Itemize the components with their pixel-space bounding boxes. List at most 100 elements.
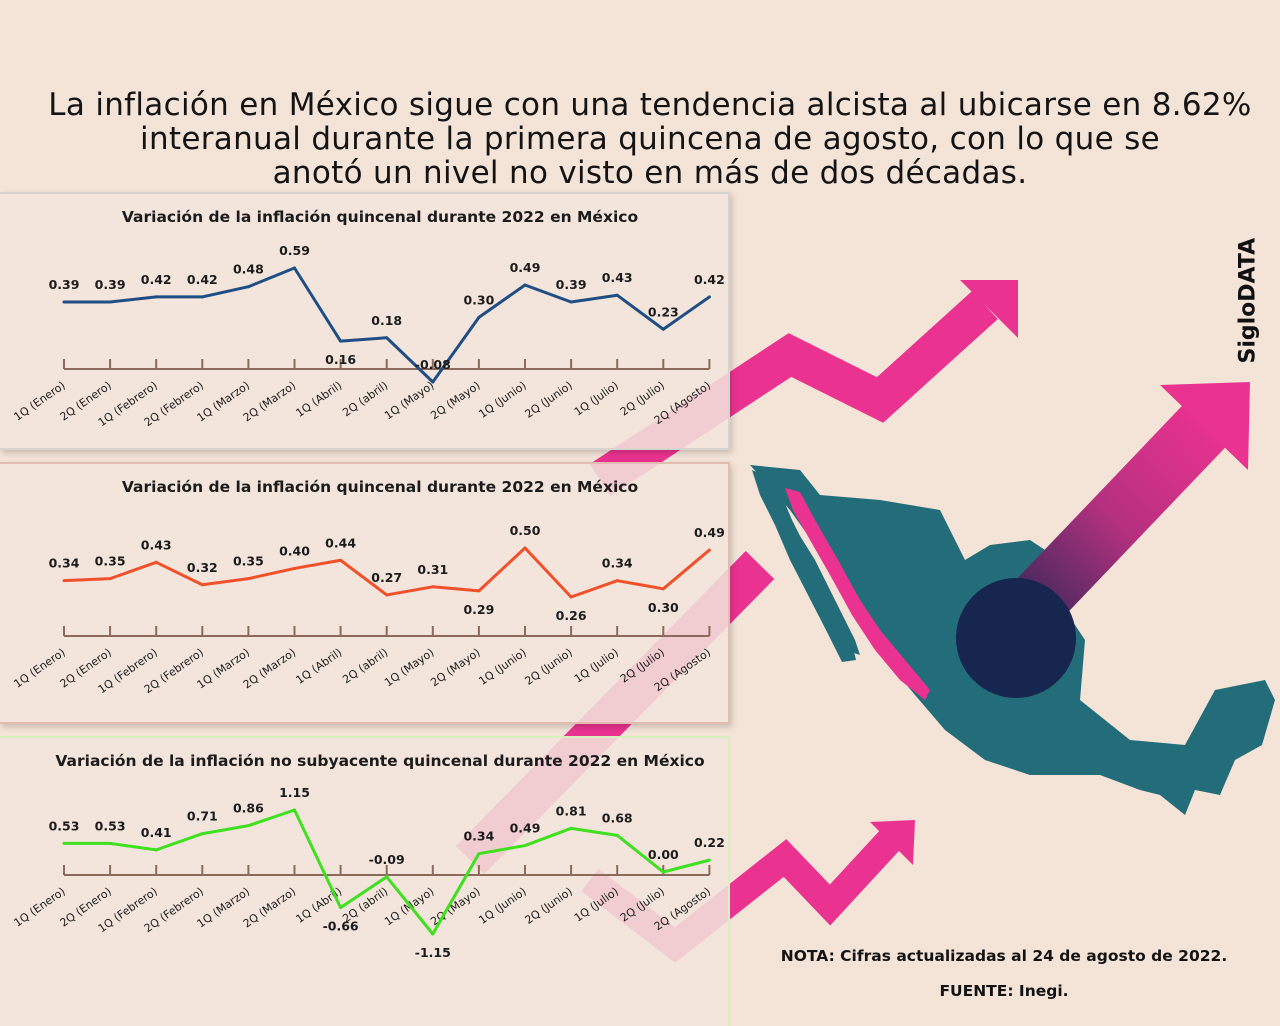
data-label: 0.26 (556, 608, 587, 623)
data-label: 0.34 (49, 556, 80, 571)
x-tick-label: 1Q (Abril) (294, 379, 345, 420)
data-label: 0.00 (648, 847, 679, 862)
x-tick-label: 1Q (Junio) (476, 885, 528, 927)
note-text: NOTA: Cifras actualizadas al 24 de agost… (780, 947, 1228, 965)
data-point (246, 824, 250, 828)
data-point (339, 906, 343, 910)
data-label: 0.34 (602, 556, 633, 571)
data-point (154, 295, 158, 299)
x-tick-label: 2Q (Mayo) (428, 379, 482, 422)
data-point (62, 841, 66, 845)
chart-title: Variación de la inflación quincenal dura… (122, 478, 638, 496)
data-point (569, 826, 573, 830)
data-label: 0.41 (141, 825, 172, 840)
data-point (246, 577, 250, 581)
data-label: 0.42 (694, 272, 725, 287)
data-label: 0.86 (233, 801, 264, 816)
x-tick-label: 2Q (Junio) (523, 646, 575, 688)
data-point (615, 293, 619, 297)
data-label: 0.30 (463, 292, 494, 307)
data-point (385, 336, 389, 340)
data-label: 0.50 (510, 523, 541, 538)
data-label: 0.44 (325, 535, 356, 550)
highlighted-region (785, 488, 930, 700)
headline-line-1: La inflación en México sigue con una ten… (48, 87, 1252, 123)
data-label: 0.31 (417, 562, 448, 577)
data-label: 0.49 (510, 821, 541, 836)
chart-title: Variación de la inflación no subyacente … (55, 752, 704, 770)
data-label: 0.81 (556, 803, 587, 818)
data-point (385, 875, 389, 879)
data-point (200, 295, 204, 299)
baja-california-peninsula (752, 470, 856, 662)
data-label: 0.68 (602, 810, 633, 825)
data-label: 0.48 (233, 262, 264, 277)
data-label: 0.49 (694, 525, 725, 540)
data-point (615, 579, 619, 583)
data-point (477, 315, 481, 319)
data-label: 0.35 (233, 554, 264, 569)
data-point (200, 832, 204, 836)
x-tick-label: 1Q (Julio) (572, 646, 621, 686)
data-point (615, 833, 619, 837)
data-label: 0.29 (463, 602, 494, 617)
headline: La inflación en México sigue con una ten… (40, 88, 1260, 190)
data-point (246, 285, 250, 289)
x-tick-label: 1Q (Mayo) (382, 646, 436, 689)
x-tick-label: 1Q (Abril) (294, 646, 345, 687)
x-tick-label: 1Q (Mayo) (382, 379, 436, 422)
x-tick-label: 1Q (Julio) (572, 379, 621, 419)
data-point (108, 300, 112, 304)
data-label: 0.35 (95, 554, 126, 569)
data-point (293, 266, 296, 270)
data-label: 0.71 (187, 809, 218, 824)
zigzag-arrow-upper-head (960, 280, 1018, 338)
data-label: -0.09 (369, 852, 405, 867)
data-label: 0.32 (187, 560, 218, 575)
x-tick-label: 1Q (Junio) (476, 379, 528, 421)
line-chart-1: Variación de la inflación quincenal dura… (12, 208, 725, 429)
data-point (523, 844, 527, 848)
data-label: 0.34 (463, 829, 494, 844)
data-label: 0.39 (49, 277, 80, 292)
chart-panel-inflacion-quincenal-2: Variación de la inflación quincenal dura… (0, 462, 730, 724)
data-label: 0.42 (187, 272, 218, 287)
data-label: 0.49 (510, 260, 541, 275)
data-point (707, 858, 711, 862)
big-trend-arrow-head (1160, 382, 1250, 470)
data-point (477, 589, 481, 593)
brand-logo: SigloDATA (1235, 237, 1261, 364)
data-point (707, 548, 711, 552)
data-label: 0.27 (371, 570, 402, 585)
data-label: 0.40 (279, 543, 310, 558)
data-label: 0.16 (325, 352, 356, 367)
data-point (339, 339, 343, 343)
data-point (62, 300, 66, 304)
data-point (431, 585, 435, 589)
data-point (431, 380, 435, 384)
data-point (569, 300, 573, 304)
data-point (569, 595, 573, 599)
data-label: 0.30 (648, 600, 679, 615)
data-label: -0.08 (415, 357, 451, 372)
source-text: FUENTE: Inegi. (939, 982, 1069, 1000)
data-label: -1.15 (415, 945, 451, 960)
x-tick-label: 2Q (Junio) (523, 379, 575, 421)
data-point (339, 558, 343, 562)
data-label: 0.43 (141, 537, 172, 552)
data-label: 0.39 (95, 277, 126, 292)
x-tick-label: 2Q (Junio) (523, 885, 575, 927)
data-label: 0.39 (556, 277, 587, 292)
data-point (108, 577, 112, 581)
data-point (431, 932, 435, 936)
data-point (707, 295, 711, 299)
data-label: 0.53 (49, 818, 80, 833)
data-point (661, 327, 665, 331)
data-point (200, 583, 204, 587)
data-label: 0.53 (95, 818, 126, 833)
headline-line-3: anotó un nivel no visto en más de dos dé… (272, 155, 1028, 191)
data-point (477, 852, 481, 856)
data-label: 1.15 (279, 785, 310, 800)
data-point (62, 579, 66, 583)
data-label: 0.59 (279, 243, 310, 258)
